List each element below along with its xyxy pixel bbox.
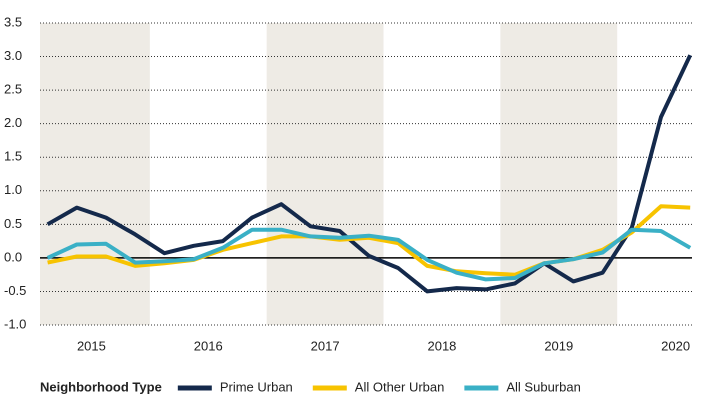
y-tick-label: 0.0 [4, 249, 22, 264]
year-band [40, 23, 150, 325]
legend-label: Prime Urban [220, 379, 293, 394]
y-tick-label: 0.5 [4, 216, 22, 231]
legend: Neighborhood Type Prime Urban All Other Ur… [40, 379, 581, 394]
x-tick-label: 2020 [661, 338, 690, 353]
series-line [46, 227, 692, 282]
legend-label: All Other Urban [355, 379, 445, 394]
y-tick-label: -0.5 [4, 283, 26, 298]
y-tick-label: 3.5 [4, 14, 22, 29]
series-line [46, 54, 693, 294]
year-band [266, 23, 384, 325]
y-tick-label: 1.5 [4, 149, 22, 164]
x-tick-label: 2019 [544, 338, 573, 353]
grid: 2015 2016 2017 2018 2019 2020 3.5 3.0 2.5 2.0 1.5 1… [4, 14, 692, 353]
legend-label: All Suburban [506, 379, 580, 394]
y-tick-label: -1.0 [4, 316, 26, 331]
year-bands [40, 23, 618, 325]
x-tick-label: 2015 [77, 338, 106, 353]
y-tick-label: 1.0 [4, 182, 22, 197]
y-tick-label: 2.5 [4, 82, 22, 97]
x-tick-label: 2016 [194, 338, 223, 353]
lines [46, 54, 693, 294]
y-tick-label: 2.0 [4, 115, 22, 130]
x-tick-label: 2018 [427, 338, 456, 353]
x-tick-label: 2017 [311, 338, 340, 353]
y-tick-label: 3.0 [4, 48, 22, 63]
legend-title: Neighborhood Type [40, 379, 162, 394]
